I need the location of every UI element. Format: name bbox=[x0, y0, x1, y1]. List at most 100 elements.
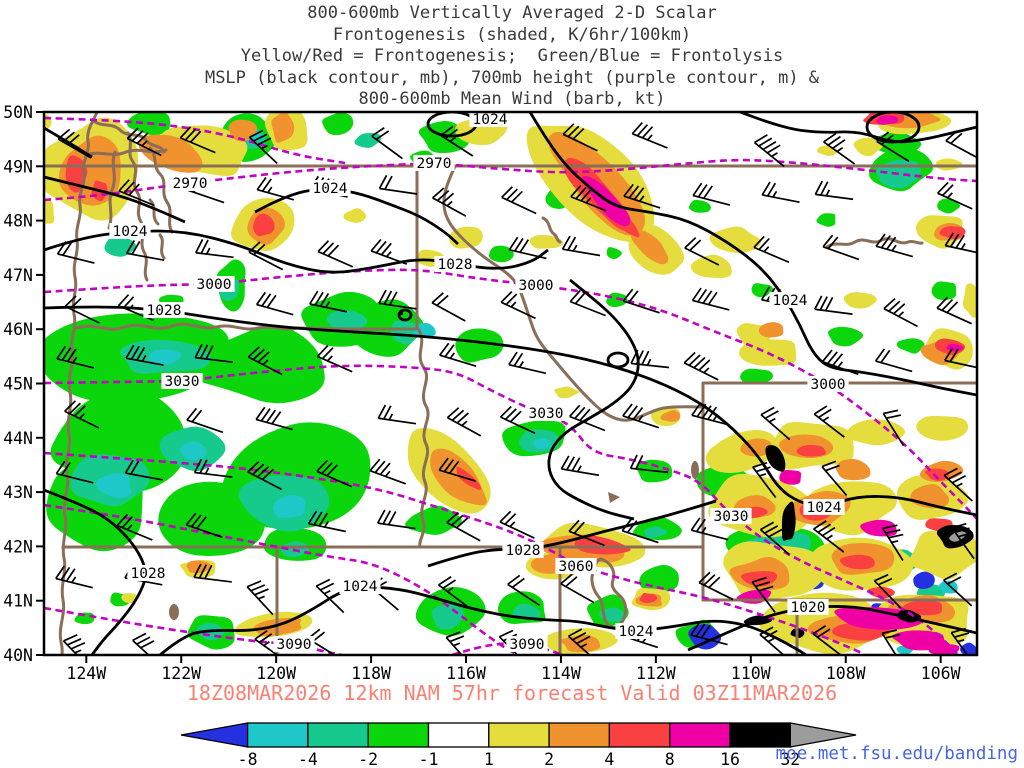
shade-blob-green bbox=[606, 247, 622, 260]
mslp-contour-label: 1028 bbox=[131, 566, 166, 582]
wind-barb bbox=[55, 460, 94, 484]
shade-blob-teal bbox=[644, 526, 668, 538]
wind-barb bbox=[376, 509, 416, 530]
wind-barb bbox=[185, 512, 223, 539]
wind-barb bbox=[950, 627, 970, 655]
wind-barb bbox=[125, 344, 164, 366]
wind-barb bbox=[64, 400, 100, 429]
mslp-contour-label: 1024 bbox=[807, 500, 842, 516]
mslp-contour-label: 1024 bbox=[313, 181, 348, 197]
wind-barb bbox=[813, 520, 845, 553]
lat-axis-label: 45N bbox=[3, 375, 33, 394]
shade-blob-green bbox=[455, 328, 504, 363]
wind-barb bbox=[561, 235, 601, 257]
shade-blob-red bbox=[796, 444, 827, 457]
wind-barb bbox=[631, 122, 668, 149]
wind-barb bbox=[64, 295, 100, 324]
mslp-contour-label: 1024 bbox=[343, 579, 378, 595]
mslp-contour bbox=[44, 175, 186, 224]
shade-blob-green bbox=[322, 112, 354, 136]
wind-barb bbox=[438, 457, 476, 482]
lon-axis-label: 112W bbox=[636, 664, 676, 683]
wind-barb bbox=[186, 407, 224, 434]
wind-barb bbox=[623, 183, 661, 209]
mslp-contour-label-box bbox=[127, 565, 169, 581]
shade-blob-green bbox=[405, 505, 462, 535]
shade-blob-cyan bbox=[273, 495, 306, 518]
wind-barb bbox=[882, 524, 904, 562]
wind-barb bbox=[944, 232, 977, 254]
shade-blob-green bbox=[488, 245, 514, 263]
wind-barb bbox=[691, 402, 729, 426]
wind-barb bbox=[440, 125, 474, 157]
mslp-contour-label: 1024 bbox=[113, 224, 148, 240]
wind-barb bbox=[943, 572, 973, 607]
height-contour-label-box bbox=[525, 405, 567, 421]
shade-blob-cyan bbox=[412, 322, 436, 337]
shade-blob-black_shade bbox=[781, 501, 796, 541]
wind-barb bbox=[751, 576, 776, 613]
shade-blob-orange bbox=[271, 112, 295, 143]
shade-blob-cyan bbox=[148, 349, 182, 365]
site-link[interactable]: moe.met.fsu.edu/banding bbox=[775, 744, 1018, 764]
wind-barb bbox=[439, 342, 477, 367]
wind-barb bbox=[821, 460, 848, 496]
lat-axis-label: 50N bbox=[3, 103, 33, 122]
lon-axis-label: 120W bbox=[256, 664, 296, 683]
shade-blob-blue bbox=[913, 571, 935, 590]
lon-axis-label: 114W bbox=[541, 664, 581, 683]
mslp-contour bbox=[44, 229, 549, 274]
wind-barb bbox=[753, 134, 785, 168]
shade-blob-green bbox=[827, 326, 864, 347]
state-border-line bbox=[825, 237, 924, 249]
wind-barb bbox=[307, 510, 346, 533]
wind-barb bbox=[508, 351, 547, 375]
shade-blob-orange bbox=[630, 229, 669, 265]
mslp-closed-contour bbox=[865, 112, 921, 144]
shade-blob-yellow bbox=[690, 254, 732, 278]
shade-blob-black_shade bbox=[765, 445, 786, 472]
shade-blob-orange bbox=[228, 119, 258, 142]
height-contour-label: 3090 bbox=[277, 637, 312, 653]
wind-barb bbox=[821, 349, 859, 376]
mslp-contour-label: 1028 bbox=[438, 257, 473, 273]
mslp-contour-label: 1028 bbox=[506, 543, 541, 559]
state-border-line bbox=[107, 150, 117, 230]
shade-blob-blue bbox=[688, 624, 722, 650]
height-contour-label: 2970 bbox=[417, 156, 452, 172]
wind-barb bbox=[246, 580, 274, 616]
wind-barb bbox=[951, 522, 975, 560]
mslp-contour-label-box bbox=[339, 578, 381, 594]
map-axes: 50N 49N 48N 47N 46N 45N 44N 43N 42N 41N 40N 124W 122… bbox=[3, 103, 960, 683]
wind-barb bbox=[562, 123, 598, 152]
wind-barb bbox=[937, 181, 973, 210]
wind-barb bbox=[882, 409, 905, 447]
mslp-contour-label-box bbox=[434, 256, 476, 272]
mslp-contour-label: 1028 bbox=[147, 303, 182, 319]
height-contour bbox=[44, 158, 977, 202]
wind-barb bbox=[378, 174, 418, 195]
shade-blob-yellow bbox=[709, 226, 761, 253]
mslp-contour-label: 1024 bbox=[773, 293, 808, 309]
shade-blob-cyan bbox=[533, 437, 551, 449]
shade-blob-green bbox=[740, 368, 774, 384]
shade-blob-cyan bbox=[180, 441, 206, 461]
wind-barb bbox=[501, 186, 537, 215]
wind-barb bbox=[823, 132, 856, 165]
height-contour-label: 3030 bbox=[714, 509, 749, 525]
colorbar-segment bbox=[669, 722, 731, 748]
shade-blob-yellow bbox=[554, 386, 580, 399]
lat-axis-label: 46N bbox=[3, 320, 33, 339]
wind-barb bbox=[813, 405, 845, 438]
wind-barb bbox=[432, 187, 467, 217]
height-contour-label: 3090 bbox=[510, 637, 545, 653]
shade-blob-green bbox=[937, 198, 961, 214]
colorbar-segment bbox=[427, 722, 490, 748]
wind-barb bbox=[508, 236, 547, 260]
wind-barb bbox=[690, 517, 729, 541]
mslp-contour-label-box bbox=[803, 499, 845, 515]
wind-barb bbox=[56, 241, 95, 264]
wind-barb bbox=[315, 578, 345, 614]
lat-axis-label: 41N bbox=[3, 592, 33, 611]
